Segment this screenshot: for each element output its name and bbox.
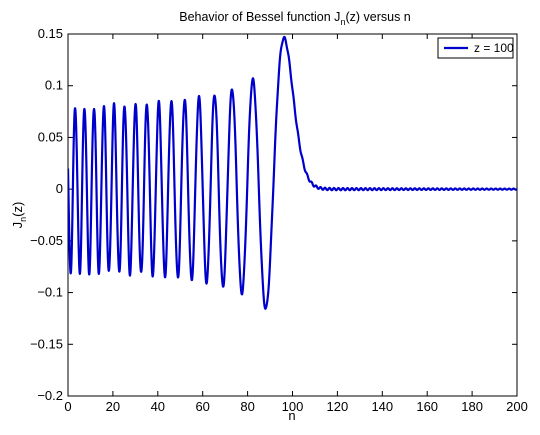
y-tick-label: −0.15 [30, 336, 63, 351]
x-tick-label: 80 [240, 399, 254, 414]
chart-title: Behavior of Bessel function Jn(z) versus… [179, 10, 411, 27]
x-tick-label: 200 [506, 399, 528, 414]
y-tick-label: −0.05 [30, 233, 63, 248]
x-tick-label: 20 [106, 399, 120, 414]
legend-label-z100: z = 100 [474, 41, 514, 55]
y-tick-label: 0 [56, 181, 63, 196]
x-tick-label: 180 [461, 399, 483, 414]
x-tick-label: 60 [195, 399, 209, 414]
x-tick-label: 40 [151, 399, 165, 414]
series-line-z100 [68, 35, 517, 310]
legend: z = 100 [437, 37, 514, 59]
y-tick-label: −0.2 [37, 388, 63, 403]
x-ticks: 0 20 40 60 80 100 120 140 160 180 200 [64, 34, 528, 414]
x-axis-label: n [288, 408, 295, 423]
x-tick-label: 160 [416, 399, 438, 414]
x-tick-label: 120 [327, 399, 349, 414]
y-tick-label: −0.1 [37, 285, 63, 300]
y-tick-label: 0.1 [45, 78, 63, 93]
x-tick-label: 100 [282, 399, 304, 414]
y-tick-label: 0.15 [38, 26, 63, 41]
y-tick-label: 0.05 [38, 129, 63, 144]
y-axis-label: Jn(z) [10, 202, 28, 229]
legend-box [437, 37, 514, 59]
x-tick-label: 140 [371, 399, 393, 414]
plot-area: 0 20 40 60 80 100 120 140 160 180 200 −0.2−0.15−0.… [30, 26, 528, 414]
x-tick-label: 0 [64, 399, 71, 414]
y-ticks: −0.2 −0.15 −0.1 −0.05 0 0.05 0.1 0.15 [30, 26, 517, 403]
